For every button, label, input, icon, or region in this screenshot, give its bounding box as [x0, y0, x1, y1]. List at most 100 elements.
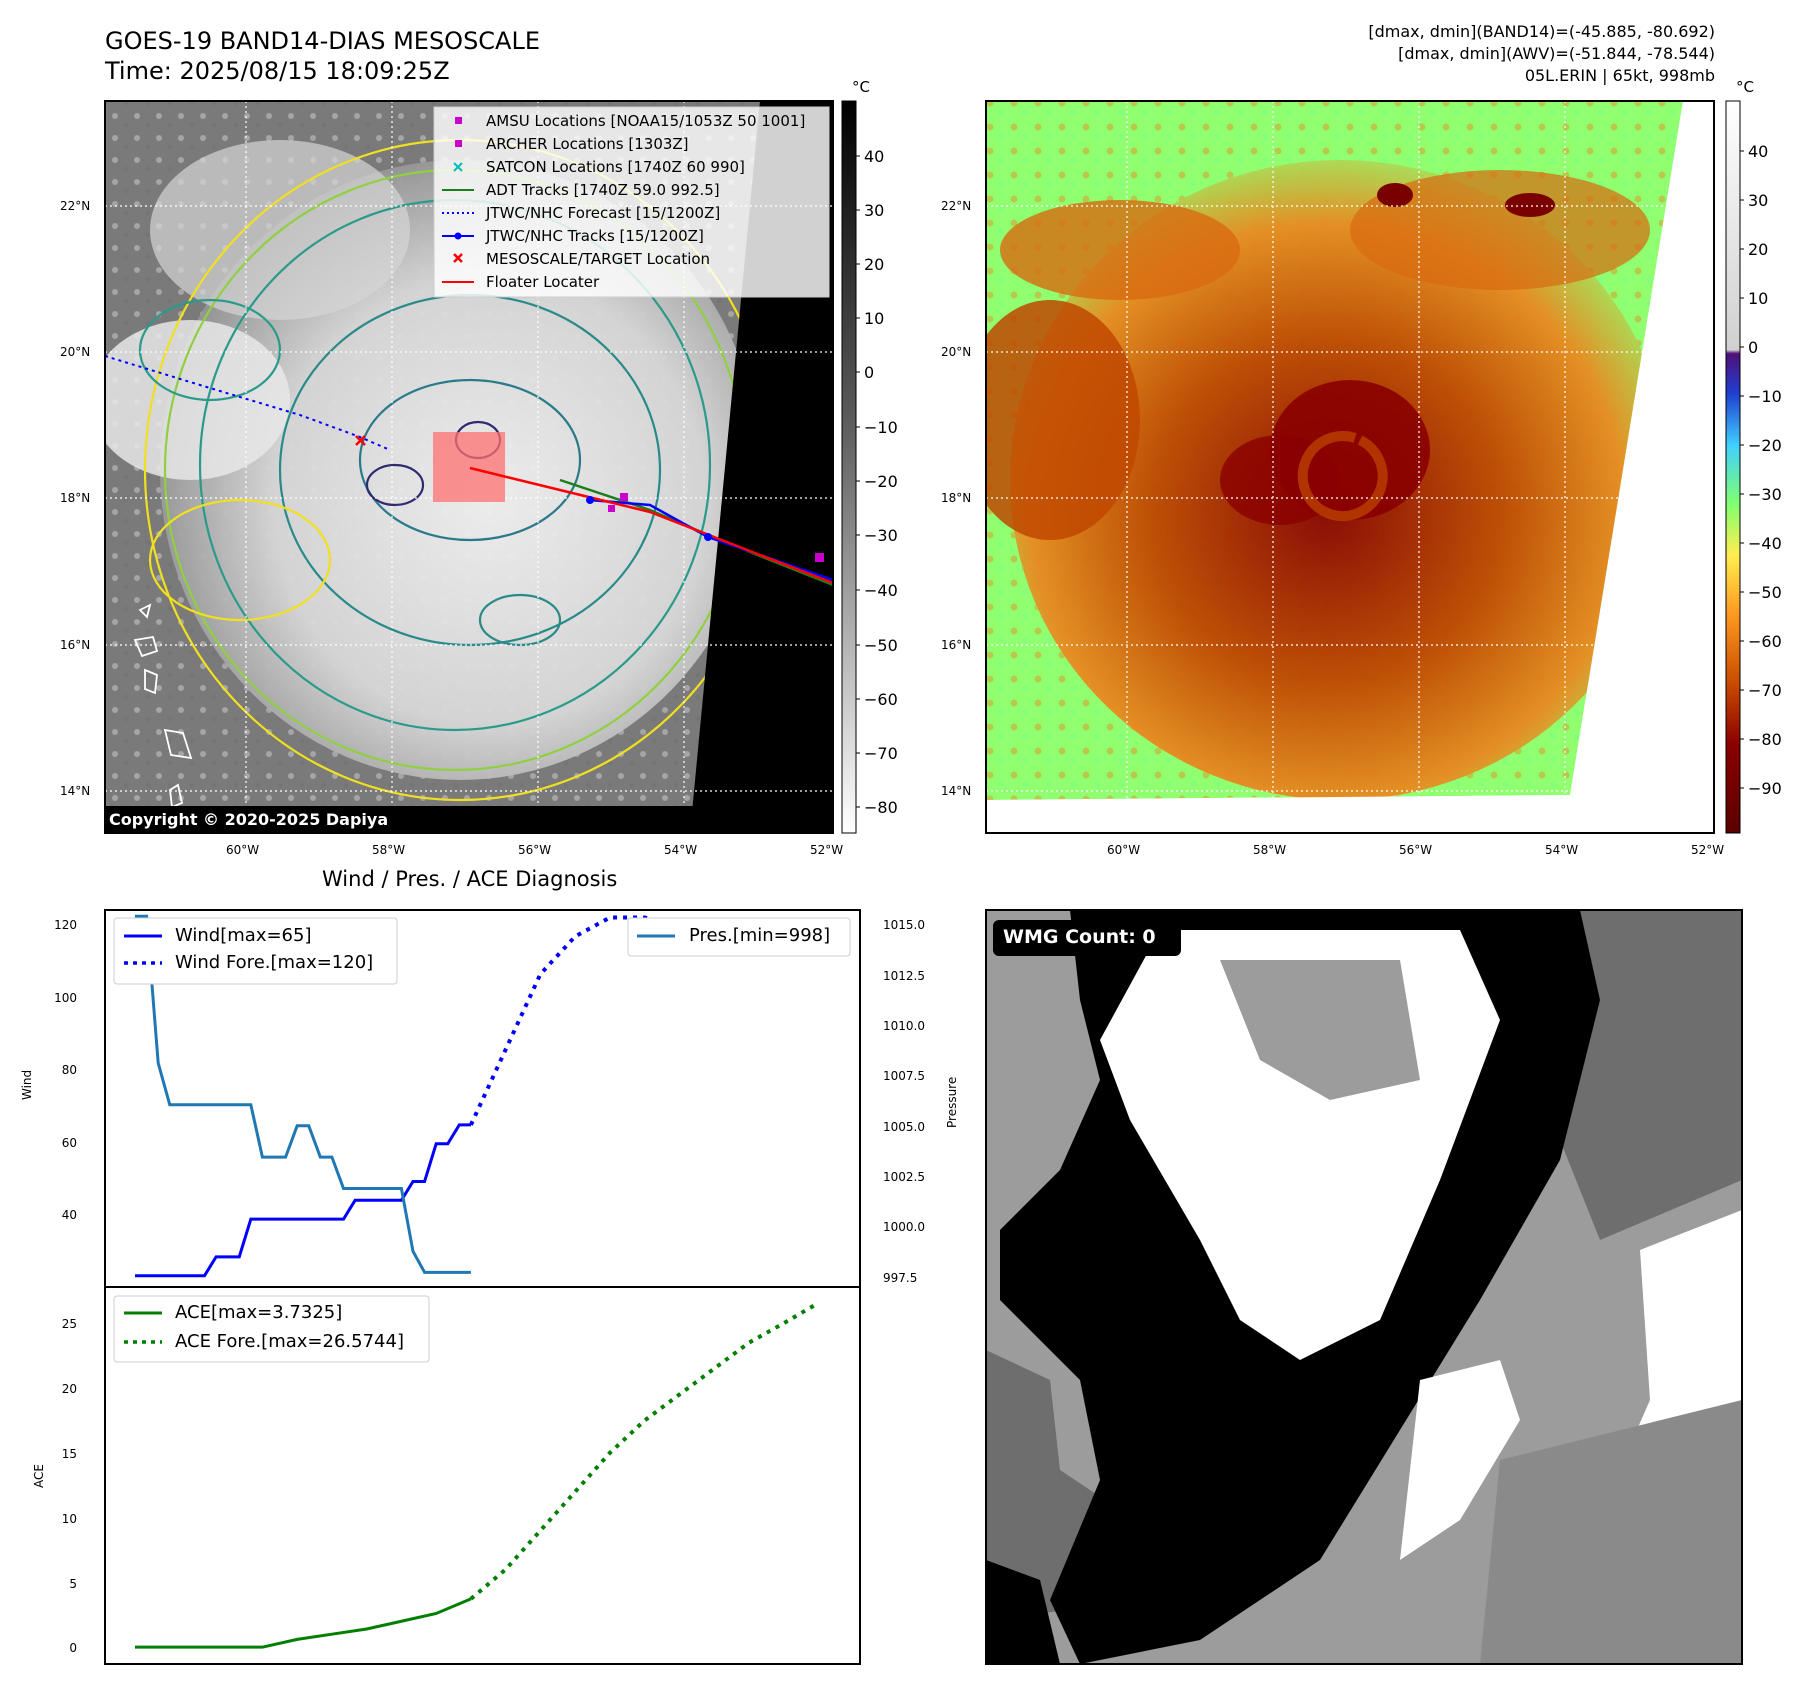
lon-label: 58°W [372, 843, 406, 857]
wind-tick: 80 [61, 1063, 77, 1077]
ace-axis-label: ACE [32, 1464, 46, 1488]
copyright-text: Copyright © 2020-2025 Dapiya [109, 810, 389, 829]
lat-label: 14°N [941, 784, 972, 798]
colorbar-tick: 0 [864, 363, 875, 382]
figure-time: Time: 2025/08/15 18:09:25Z [105, 57, 450, 85]
pressure-legend-box [627, 917, 851, 957]
lon-label: 60°W [226, 843, 260, 857]
pressure-tick: 1007.5 [883, 1069, 925, 1083]
mesoscale-box [433, 432, 505, 502]
colorbar-tick: 20 [1748, 240, 1769, 259]
colorbar-tick: −90 [1748, 779, 1782, 798]
colorbar-tick: −10 [864, 418, 898, 437]
legend-ace-fore: ACE Fore.[max=26.5744] [175, 1331, 404, 1352]
colorbar-tick: 40 [864, 147, 885, 166]
ace-tick: 5 [69, 1577, 77, 1591]
legend-markers [442, 117, 474, 283]
lon-label: 56°W [518, 843, 552, 857]
colorbar-tick: −50 [864, 636, 898, 655]
wmg-count-badge [993, 920, 1181, 956]
legend-adt: ADT Tracks [1740Z 59.0 992.5] [486, 181, 720, 199]
colorbar-tick: 10 [864, 309, 885, 328]
lat-label: 22°N [60, 199, 91, 213]
lat-label: 18°N [60, 491, 91, 505]
pressure-tick: 1015.0 [883, 918, 925, 932]
wmg-panel [985, 909, 1743, 1665]
legend-wind: Wind[max=65] [175, 925, 312, 946]
pressure-tick: 1000.0 [883, 1220, 925, 1234]
colorbar-tick: −20 [864, 472, 898, 491]
pressure-tick: 1010.0 [883, 1019, 925, 1033]
storm-info: 05L.ERIN | 65kt, 998mb [1524, 66, 1715, 85]
dias-colorbar [1725, 100, 1741, 834]
lon-label: 54°W [1545, 843, 1579, 857]
legend-amsu: AMSU Locations [NOAA15/1053Z 50 1001] [486, 112, 806, 130]
colorbar-tick: −50 [1748, 583, 1782, 602]
diagnosis-panel [104, 909, 861, 1665]
colorbar-tick: 0 [1748, 338, 1759, 357]
target-x-marker [355, 435, 366, 446]
legend-forecast: JTWC/NHC Forecast [15/1200Z] [486, 204, 721, 222]
dias-map-panel [985, 100, 1744, 834]
legend-target: MESOSCALE/TARGET Location [486, 250, 711, 268]
colorbar-tick: −80 [864, 798, 898, 817]
floater-track [469, 466, 833, 585]
ace-tick: 10 [61, 1512, 77, 1526]
amsu-marker [608, 505, 615, 512]
series-line-0-0 [135, 1123, 471, 1278]
legend-pressure: Pres.[min=998] [689, 925, 831, 946]
wind-legend-box [113, 917, 398, 985]
ace-legend-box [113, 1295, 430, 1363]
colorbar-tick: −30 [1748, 485, 1782, 504]
lon-label: 58°W [1253, 843, 1287, 857]
wind-axis-label: Wind [20, 1069, 34, 1100]
wmg-count-label: WMG Count: 0 [1003, 926, 1156, 948]
wind-tick: 40 [61, 1208, 77, 1222]
pressure-axis-label: Pressure [945, 1076, 959, 1128]
copyright-bar [105, 806, 833, 833]
ace-tick: 25 [61, 1317, 77, 1331]
ace-tick: 15 [61, 1447, 77, 1461]
colorbar-tick: −40 [1748, 534, 1782, 553]
series-line-2-0 [135, 1597, 472, 1649]
lat-label: 18°N [941, 491, 972, 505]
ir-colorbar [841, 100, 857, 834]
pressure-tick: 1005.0 [883, 1120, 925, 1134]
legend-satcon: SATCON Locations [1740Z 60 990] [486, 158, 745, 176]
lon-label: 52°W [810, 843, 844, 857]
pressure-tick: 1012.5 [883, 969, 925, 983]
map-legend-box [433, 106, 830, 298]
legend-wind-fore: Wind Fore.[max=120] [175, 952, 374, 973]
colorbar-tick: 40 [1748, 142, 1769, 161]
ace-tick: 20 [61, 1382, 77, 1396]
legend-floater: Floater Locater [486, 273, 600, 291]
wind-tick: 120 [54, 918, 77, 932]
lat-label: 14°N [60, 784, 91, 798]
colorbar-tick: 30 [1748, 191, 1769, 210]
lon-label: 52°W [1691, 843, 1725, 857]
colorbar-tick: −80 [1748, 730, 1782, 749]
lat-label: 16°N [60, 638, 91, 652]
lon-label: 54°W [664, 843, 698, 857]
figure-title: GOES-19 BAND14-DIAS MESOSCALE [105, 27, 541, 55]
stats-awv: [dmax, dmin](AWV)=(-51.844, -78.544) [1398, 44, 1715, 63]
archer-marker [620, 493, 628, 501]
colorbar-tick: 10 [1748, 289, 1769, 308]
colorbar-tick: −20 [1748, 436, 1782, 455]
series-line-2-1 [469, 1301, 820, 1601]
lat-label: 20°N [941, 345, 972, 359]
lat-label: 20°N [60, 345, 91, 359]
jtwc-forecast-track [105, 355, 391, 451]
colorbar-tick: 30 [864, 201, 885, 220]
pressure-tick: 1002.5 [883, 1170, 925, 1184]
colorbar-tick: −60 [1748, 632, 1782, 651]
ace-tick: 0 [69, 1641, 77, 1655]
ir-map-panel [104, 100, 860, 834]
amsu-marker-east [815, 553, 824, 562]
colorbar-tick: −10 [1748, 387, 1782, 406]
lat-label: 16°N [941, 638, 972, 652]
colorbar-tick: −70 [864, 744, 898, 763]
legend-ace: ACE[max=3.7325] [175, 1302, 343, 1323]
colorbar-unit: °C [1736, 78, 1754, 96]
